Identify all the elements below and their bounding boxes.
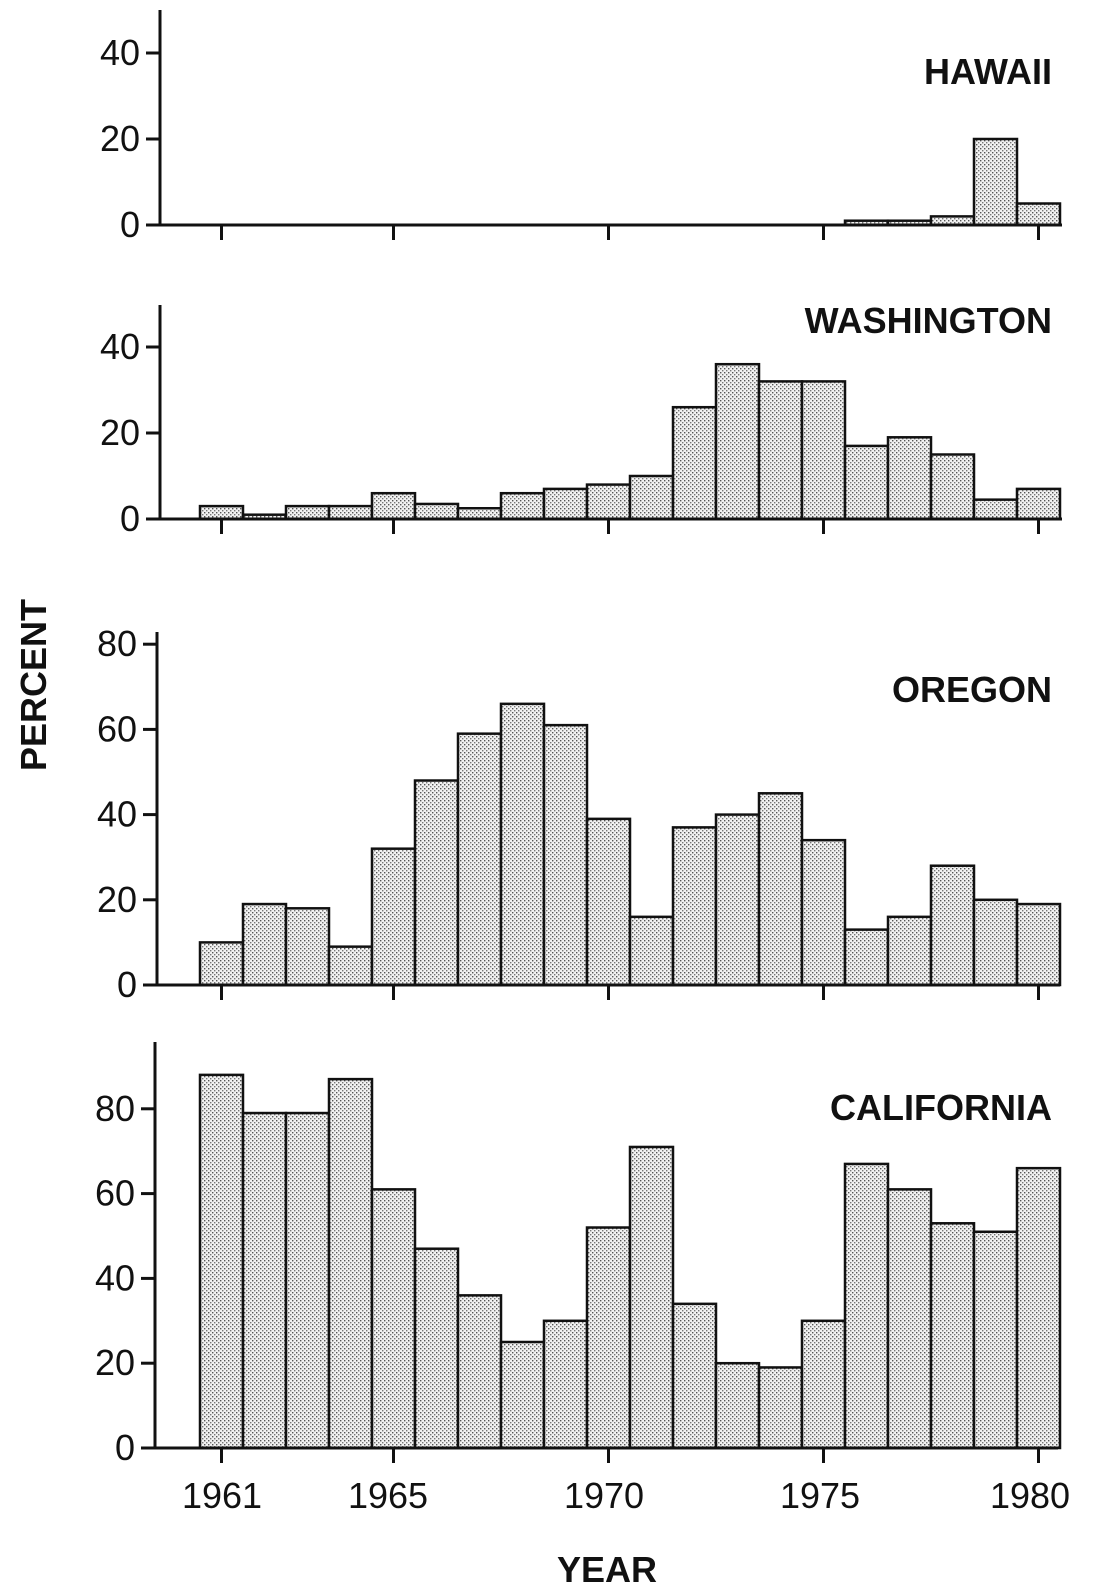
bar-oregon-1969 bbox=[542, 723, 589, 987]
bar-washington-1971 bbox=[628, 474, 675, 521]
panel-oregon: 0 20 40 60 80 OREGON bbox=[97, 623, 1062, 1005]
bar-washington-1969 bbox=[542, 487, 589, 521]
bar-oregon-1979 bbox=[972, 898, 1019, 987]
y-tick-label: 40 bbox=[100, 326, 140, 367]
bar-oregon-1975 bbox=[800, 838, 847, 987]
y-tick-label: 20 bbox=[100, 118, 140, 159]
panel-title-california: CALIFORNIA bbox=[830, 1087, 1052, 1128]
bar-washington-1970 bbox=[585, 483, 632, 521]
bar-washington-1978 bbox=[929, 453, 976, 521]
y-tick-label: 40 bbox=[100, 32, 140, 73]
bar-washington-1979 bbox=[972, 498, 1019, 521]
bar-hawaii-1979 bbox=[972, 137, 1019, 227]
bar-washington-1966 bbox=[413, 502, 460, 521]
y-tick-label: 0 bbox=[115, 1427, 135, 1468]
panel-california: 0 20 40 60 80 CALIFORNIA bbox=[95, 1042, 1062, 1468]
x-tick-label-1961: 1961 bbox=[182, 1475, 262, 1516]
bar-oregon-1962 bbox=[241, 902, 288, 987]
bar-california-1970 bbox=[585, 1226, 632, 1450]
bar-hawaii-1980 bbox=[1015, 202, 1062, 227]
bar-california-1961 bbox=[198, 1073, 245, 1450]
y-tick-label: 60 bbox=[95, 1173, 135, 1214]
bar-oregon-1965 bbox=[370, 847, 417, 987]
bar-oregon-1976 bbox=[843, 928, 890, 987]
bar-oregon-1970 bbox=[585, 817, 632, 987]
x-tick-label-1980: 1980 bbox=[990, 1475, 1070, 1516]
bar-washington-1975 bbox=[800, 380, 847, 521]
y-tick-label: 40 bbox=[95, 1257, 135, 1298]
panel-hawaii: 0 20 40 HAWAII bbox=[100, 10, 1062, 245]
x-tick-label-1970: 1970 bbox=[564, 1475, 644, 1516]
bar-california-1978 bbox=[929, 1222, 976, 1450]
y-tick-label: 20 bbox=[95, 1342, 135, 1383]
y-tick-label: 80 bbox=[95, 1088, 135, 1129]
y-tick-label: 40 bbox=[97, 794, 137, 835]
bar-california-1963 bbox=[284, 1111, 331, 1450]
bar-california-1975 bbox=[800, 1319, 847, 1450]
chart-panels: 0 20 40 HAWAII 0 20 40 WASHINGTON 0 20 40 60 80 OREGO… bbox=[95, 10, 1062, 1468]
bar-oregon-1961 bbox=[198, 941, 245, 987]
bar-washington-1963 bbox=[284, 504, 331, 521]
bar-oregon-1971 bbox=[628, 915, 675, 987]
y-tick-label: 60 bbox=[97, 708, 137, 749]
bar-oregon-1978 bbox=[929, 864, 976, 987]
y-tick-label: 20 bbox=[97, 879, 137, 920]
bar-california-1969 bbox=[542, 1319, 589, 1450]
x-axis-title: YEAR bbox=[557, 1549, 657, 1587]
bar-oregon-1963 bbox=[284, 907, 331, 987]
y-tick-label: 0 bbox=[117, 964, 137, 1005]
bar-washington-1967 bbox=[456, 507, 503, 521]
bar-california-1971 bbox=[628, 1145, 675, 1450]
y-tick-label: 0 bbox=[120, 204, 140, 245]
panel-title-oregon: OREGON bbox=[892, 669, 1052, 710]
bar-washington-1974 bbox=[757, 380, 804, 521]
bar-oregon-1966 bbox=[413, 779, 460, 987]
bar-california-1964 bbox=[327, 1077, 374, 1450]
bar-washington-1980 bbox=[1015, 487, 1062, 521]
bar-california-1965 bbox=[370, 1188, 417, 1450]
bar-washington-1972 bbox=[671, 405, 718, 521]
panel-title-washington: WASHINGTON bbox=[805, 300, 1052, 341]
bar-oregon-1972 bbox=[671, 826, 718, 987]
bar-oregon-1967 bbox=[456, 732, 503, 987]
bar-oregon-1964 bbox=[327, 945, 374, 987]
bar-california-1962 bbox=[241, 1111, 288, 1450]
bar-california-1973 bbox=[714, 1361, 761, 1450]
x-tick-label-1975: 1975 bbox=[780, 1475, 860, 1516]
bar-oregon-1973 bbox=[714, 813, 761, 987]
bar-california-1979 bbox=[972, 1230, 1019, 1450]
bar-oregon-1974 bbox=[757, 792, 804, 987]
bar-california-1967 bbox=[456, 1294, 503, 1450]
bar-washington-1976 bbox=[843, 444, 890, 521]
panel-washington: 0 20 40 WASHINGTON bbox=[100, 300, 1062, 539]
bar-washington-1968 bbox=[499, 491, 546, 521]
bar-oregon-1977 bbox=[886, 915, 933, 987]
bar-california-1972 bbox=[671, 1302, 718, 1450]
bar-washington-1977 bbox=[886, 436, 933, 521]
bar-california-1977 bbox=[886, 1188, 933, 1450]
bar-california-1968 bbox=[499, 1340, 546, 1450]
bar-oregon-1968 bbox=[499, 702, 546, 987]
bar-washington-1964 bbox=[327, 504, 374, 521]
x-axis-tick-labels: 1961 1965 1970 1975 1980 bbox=[182, 1475, 1070, 1516]
bar-california-1976 bbox=[843, 1162, 890, 1450]
x-tick-label-1965: 1965 bbox=[348, 1475, 428, 1516]
bar-washington-1973 bbox=[714, 362, 761, 521]
y-tick-label: 0 bbox=[120, 498, 140, 539]
bar-oregon-1980 bbox=[1015, 902, 1062, 987]
bar-california-1966 bbox=[413, 1247, 460, 1450]
y-axis-title: PERCENT bbox=[13, 599, 54, 771]
y-tick-label: 80 bbox=[97, 623, 137, 664]
panel-title-hawaii: HAWAII bbox=[924, 51, 1052, 92]
bar-california-1974 bbox=[757, 1366, 804, 1450]
bar-california-1980 bbox=[1015, 1166, 1062, 1450]
bar-washington-1965 bbox=[370, 491, 417, 521]
bar-washington-1961 bbox=[198, 504, 245, 521]
y-tick-label: 20 bbox=[100, 412, 140, 453]
